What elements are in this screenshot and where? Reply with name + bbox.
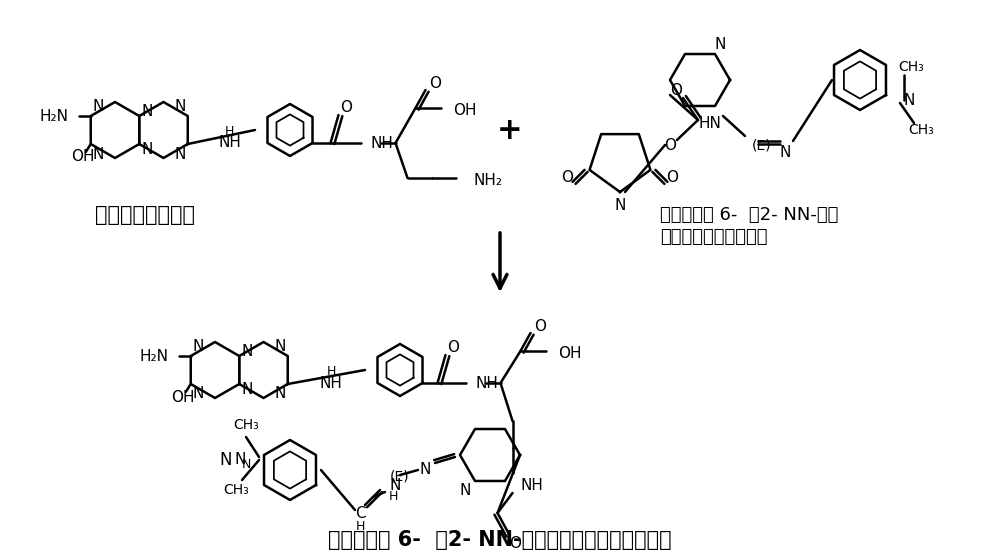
Text: OH: OH <box>71 149 95 164</box>
Text: NH: NH <box>218 134 241 149</box>
Text: CH₃: CH₃ <box>908 123 934 137</box>
Text: O: O <box>341 100 353 115</box>
Text: N: N <box>275 339 286 354</box>
Text: N: N <box>192 339 204 354</box>
Text: N: N <box>235 452 246 467</box>
Text: N: N <box>142 141 153 157</box>
Text: H: H <box>327 364 336 378</box>
Text: O: O <box>664 138 676 153</box>
Text: (E): (E) <box>390 470 410 484</box>
Text: H: H <box>388 491 398 504</box>
Text: CH₃: CH₃ <box>223 483 249 497</box>
Text: CH₃: CH₃ <box>233 418 259 432</box>
Text: O: O <box>510 535 522 550</box>
Text: N: N <box>242 344 253 359</box>
Text: HN: HN <box>699 116 721 131</box>
Text: 蝶酰赖氨酸配合物: 蝶酰赖氨酸配合物 <box>95 205 195 225</box>
Text: N: N <box>192 387 204 402</box>
Text: OH: OH <box>454 102 477 118</box>
Text: O: O <box>562 170 574 185</box>
Text: NH: NH <box>521 477 543 492</box>
Text: N: N <box>92 146 104 162</box>
Text: NH: NH <box>476 375 498 390</box>
Text: N: N <box>175 99 186 114</box>
Text: O: O <box>670 82 682 97</box>
Text: 基苯甲醉亚胼基）烟酸: 基苯甲醉亚胼基）烟酸 <box>660 228 768 246</box>
Text: NH: NH <box>371 135 393 150</box>
Text: N: N <box>614 198 626 213</box>
Text: CH₃: CH₃ <box>898 60 924 74</box>
Text: N: N <box>142 104 153 119</box>
Text: 琥珀酰亚胺 6-  （2- NN-二甲: 琥珀酰亚胺 6- （2- NN-二甲 <box>660 206 838 224</box>
Text: NH₂: NH₂ <box>474 173 503 188</box>
Text: 蝶酰赖氨酸 6-  （2- NN-二甲基苯甲醉亚胼基）烟酸: 蝶酰赖氨酸 6- （2- NN-二甲基苯甲醉亚胼基）烟酸 <box>328 530 672 550</box>
Text: N: N <box>419 462 431 477</box>
Text: NH: NH <box>320 375 343 390</box>
Text: N: N <box>779 145 791 160</box>
Text: N: N <box>175 146 186 162</box>
Text: OH: OH <box>559 345 582 360</box>
Text: O: O <box>430 76 442 90</box>
Text: N: N <box>241 458 251 471</box>
Text: N: N <box>242 382 253 397</box>
Text: OH: OH <box>171 389 195 404</box>
Text: N: N <box>275 387 286 402</box>
Text: C: C <box>355 506 365 520</box>
Text: (E): (E) <box>752 139 772 153</box>
Text: H₂N: H₂N <box>140 349 169 364</box>
Text: N: N <box>714 37 726 51</box>
Text: N: N <box>92 99 104 114</box>
Text: H₂N: H₂N <box>40 109 69 124</box>
Text: N: N <box>904 92 915 108</box>
Text: O: O <box>666 170 678 185</box>
Text: N: N <box>389 477 401 492</box>
Text: O: O <box>535 319 547 334</box>
Text: +: + <box>497 115 523 144</box>
Text: H: H <box>225 125 235 138</box>
Text: N: N <box>459 483 471 499</box>
Text: N: N <box>220 451 232 469</box>
Text: O: O <box>448 340 460 354</box>
Text: H: H <box>355 520 365 534</box>
